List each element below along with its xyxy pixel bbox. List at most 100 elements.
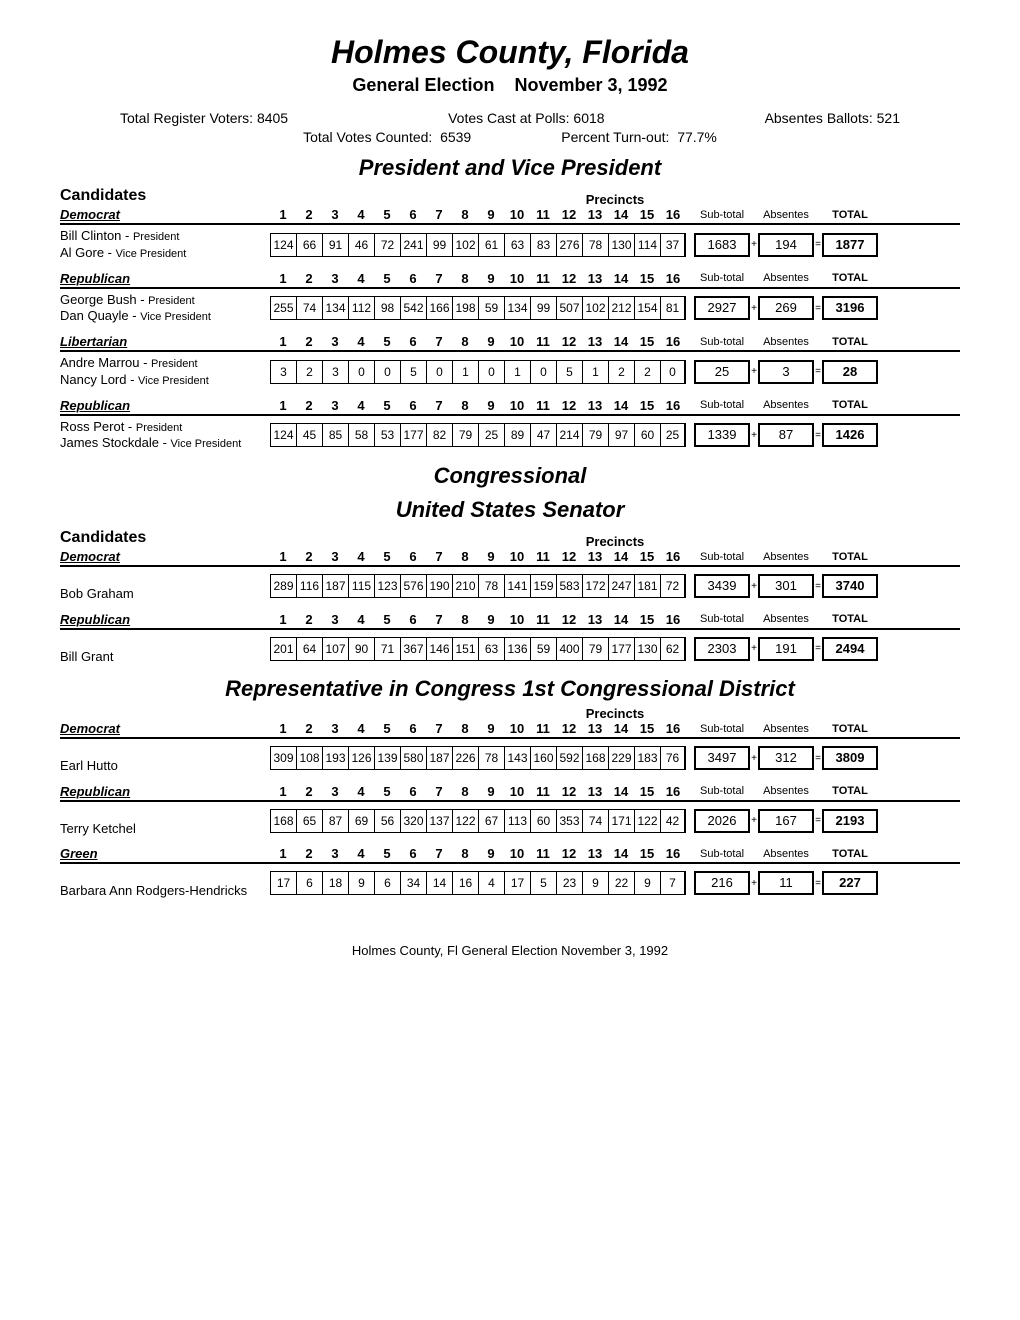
precinct-cell: 2 (296, 360, 322, 384)
equals-op: = (814, 753, 822, 764)
party-header-row: Republican12345678910111213141516Sub-tot… (60, 612, 960, 630)
plus-op: + (750, 430, 758, 441)
subtotal-cell: 216 (694, 871, 750, 895)
candidate-name: Bill Grant (60, 630, 270, 669)
precinct-number: 12 (556, 612, 582, 627)
subtitle-right: November 3, 1992 (514, 75, 667, 95)
precinct-cell: 0 (426, 360, 452, 384)
precinct-number: 8 (452, 271, 478, 286)
precinct-number: 11 (530, 784, 556, 799)
precinct-number: 15 (634, 271, 660, 286)
precinct-cell: 45 (296, 423, 322, 447)
precinct-cell: 9 (582, 871, 608, 895)
precinct-cell: 214 (556, 423, 582, 447)
results-row: Bob Graham289116187115123576190210781411… (60, 567, 960, 606)
precinct-cell: 190 (426, 574, 452, 598)
precinct-number: 12 (556, 271, 582, 286)
precinct-number: 15 (634, 784, 660, 799)
precinct-cell: 78 (478, 746, 504, 770)
subtotal-heading: Sub-total (694, 399, 750, 411)
precinct-number: 12 (556, 549, 582, 564)
precinct-cell: 23 (556, 871, 582, 895)
page-title: Holmes County, Florida (60, 34, 960, 71)
precinct-cell: 0 (374, 360, 400, 384)
precinct-number: 7 (426, 549, 452, 564)
precinct-number: 10 (504, 207, 530, 222)
precinct-cell: 1 (452, 360, 478, 384)
precinct-number: 10 (504, 721, 530, 736)
candidate-name: Barbara Ann Rodgers-Hendricks (60, 864, 270, 903)
precinct-number: 2 (296, 784, 322, 799)
precinct-cell: 72 (660, 574, 686, 598)
candidate-name: Ross Perot - PresidentJames Stockdale - … (60, 416, 270, 456)
precinct-number: 13 (582, 207, 608, 222)
precinct-number: 2 (296, 549, 322, 564)
precinct-number: 5 (374, 549, 400, 564)
precinct-number: 15 (634, 334, 660, 349)
precinct-number: 5 (374, 846, 400, 861)
precinct-cell: 166 (426, 296, 452, 320)
plus-op: + (750, 303, 758, 314)
equals-op: = (814, 303, 822, 314)
total-cell: 3740 (822, 574, 878, 598)
precinct-number: 13 (582, 784, 608, 799)
total-cell: 227 (822, 871, 878, 895)
party-header-row: Democrat12345678910111213141516Sub-total… (60, 721, 960, 739)
precinct-number: 15 (634, 549, 660, 564)
precinct-cell: 187 (426, 746, 452, 770)
precinct-number: 12 (556, 207, 582, 222)
precinct-number: 9 (478, 612, 504, 627)
precinct-cell: 6 (374, 871, 400, 895)
precinct-cell: 87 (322, 809, 348, 833)
precinct-number: 6 (400, 207, 426, 222)
subtotal-cell: 3497 (694, 746, 750, 770)
precinct-cell: 289 (270, 574, 296, 598)
precinct-number: 13 (582, 398, 608, 413)
precinct-cell: 9 (348, 871, 374, 895)
precinct-number: 8 (452, 549, 478, 564)
precinct-number: 16 (660, 612, 686, 627)
equals-op: = (814, 643, 822, 654)
precinct-number: 2 (296, 334, 322, 349)
absentes-cell: 191 (758, 637, 814, 661)
party-header-row: Republican12345678910111213141516Sub-tot… (60, 271, 960, 289)
precinct-cell: 60 (530, 809, 556, 833)
precinct-cell: 60 (634, 423, 660, 447)
precinct-cell: 367 (400, 637, 426, 661)
precinct-cell: 58 (348, 423, 374, 447)
precinct-cell: 583 (556, 574, 582, 598)
precinct-cell: 14 (426, 871, 452, 895)
equals-op: = (814, 239, 822, 250)
precinct-cell: 56 (374, 809, 400, 833)
precinct-cell: 177 (400, 423, 426, 447)
results-row: Ross Perot - PresidentJames Stockdale - … (60, 416, 960, 456)
precinct-cell: 576 (400, 574, 426, 598)
precinct-number: 5 (374, 207, 400, 222)
precinct-number: 13 (582, 334, 608, 349)
precinct-number: 6 (400, 334, 426, 349)
precinct-cell: 37 (660, 233, 686, 257)
precinct-cell: 276 (556, 233, 582, 257)
precinct-number: 3 (322, 549, 348, 564)
absentes-heading: Absentes (758, 785, 814, 797)
precinct-number: 8 (452, 784, 478, 799)
party-label: Republican (60, 398, 270, 413)
precinct-number: 4 (348, 334, 374, 349)
precinct-number: 6 (400, 271, 426, 286)
precinct-cell: 124 (270, 233, 296, 257)
precinct-number: 4 (348, 207, 374, 222)
precinct-cell: 108 (296, 746, 322, 770)
candidates-heading-1: Candidates (60, 187, 270, 205)
precinct-number: 4 (348, 549, 374, 564)
section-title-rep: Representative in Congress 1st Congressi… (60, 676, 960, 702)
precinct-number: 2 (296, 612, 322, 627)
party-header-row: Democrat12345678910111213141516Sub-total… (60, 549, 960, 567)
absentes-cell: 312 (758, 746, 814, 770)
precinct-cell: 42 (660, 809, 686, 833)
party-label: Democrat (60, 207, 270, 222)
total-cell: 2193 (822, 809, 878, 833)
precinct-number: 10 (504, 398, 530, 413)
precinct-cell: 181 (634, 574, 660, 598)
precinct-number: 12 (556, 846, 582, 861)
results-row: Bill Grant201641079071367146151631365940… (60, 630, 960, 669)
